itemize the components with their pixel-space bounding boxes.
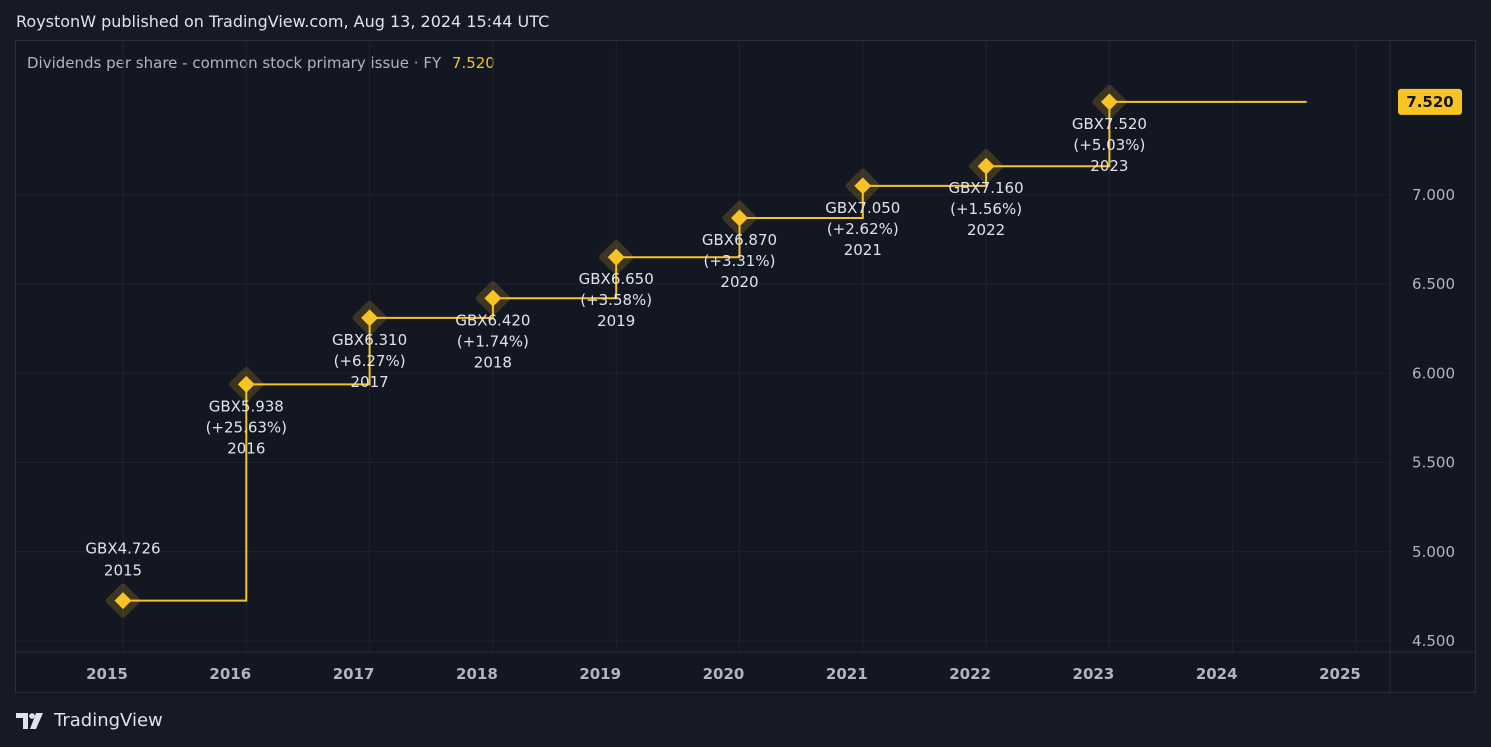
point-year-label: 2019 [597, 312, 635, 330]
point-year-label: 2022 [967, 221, 1005, 239]
point-change-label: (+1.74%) [457, 332, 529, 350]
x-tick-label: 2016 [209, 665, 251, 683]
y-tick-label: 6.000 [1412, 364, 1455, 382]
point-value-label: GBX4.726 [85, 540, 160, 558]
point-marker [484, 289, 502, 307]
point-marker [607, 248, 625, 266]
y-tick-label: 5.000 [1412, 543, 1455, 561]
point-year-label: 2018 [474, 353, 512, 371]
x-tick-label: 2021 [826, 665, 868, 683]
x-tick-label: 2019 [579, 665, 621, 683]
point-year-label: 2021 [844, 241, 882, 259]
point-value-label: GBX6.420 [455, 311, 530, 329]
point-year-label: 2016 [227, 439, 265, 457]
brand-name: TradingView [54, 710, 163, 731]
series-step-line [123, 100, 1307, 602]
point-change-label: (+2.62%) [827, 220, 899, 238]
point-change-label: (+6.27%) [334, 352, 406, 370]
point-marker [114, 592, 132, 610]
x-tick-label: 2024 [1196, 665, 1238, 683]
tradingview-logo-icon [16, 712, 43, 729]
point-change-label: (+1.56%) [950, 200, 1022, 218]
point-year-label: 2020 [720, 273, 758, 291]
y-tick-label: 6.500 [1412, 275, 1455, 293]
point-value-label: GBX6.870 [702, 231, 777, 249]
y-tick-label: 4.500 [1412, 632, 1455, 650]
point-value-label: GBX5.938 [209, 397, 284, 415]
point-change-label: (+3.58%) [580, 291, 652, 309]
point-marker [977, 157, 995, 175]
point-marker [731, 209, 748, 227]
point-year-label: 2017 [351, 373, 389, 391]
last-value-badge [1398, 88, 1462, 115]
y-tick-label: 5.500 [1412, 454, 1455, 472]
legend-label: Dividends per share - common stock prima… [27, 54, 442, 72]
x-tick-label: 2015 [86, 665, 128, 683]
point-year-label: 2015 [104, 562, 142, 580]
y-tick-label: 7.000 [1412, 186, 1455, 204]
point-value-label: GBX7.050 [825, 199, 900, 217]
point-change-label: (+3.31%) [704, 252, 776, 270]
publish-info: RoystonW published on TradingView.com, A… [16, 12, 550, 31]
point-value-label: GBX7.160 [949, 179, 1024, 197]
point-value-label: GBX6.310 [332, 331, 407, 349]
point-year-label: 2023 [1090, 157, 1128, 175]
legend-value: 7.520 [451, 54, 495, 72]
last-value-badge-text: 7.520 [1406, 93, 1453, 111]
series-legend: Dividends per share - common stock prima… [27, 54, 495, 72]
point-value-label: GBX6.650 [579, 270, 654, 288]
point-marker [361, 309, 379, 327]
x-tick-label: 2018 [456, 665, 498, 683]
point-marker [237, 375, 255, 393]
point-value-label: GBX7.520 [1072, 115, 1147, 133]
x-tick-label: 2017 [333, 665, 375, 683]
point-change-label: (+25.63%) [206, 418, 287, 436]
x-tick-label: 2023 [1073, 665, 1115, 683]
point-change-label: (+5.03%) [1073, 136, 1145, 154]
brand-footer: TradingView [16, 710, 163, 731]
x-tick-label: 2025 [1319, 665, 1361, 683]
x-tick-label: 2020 [703, 665, 745, 683]
point-marker [854, 177, 872, 195]
x-tick-label: 2022 [949, 665, 991, 683]
